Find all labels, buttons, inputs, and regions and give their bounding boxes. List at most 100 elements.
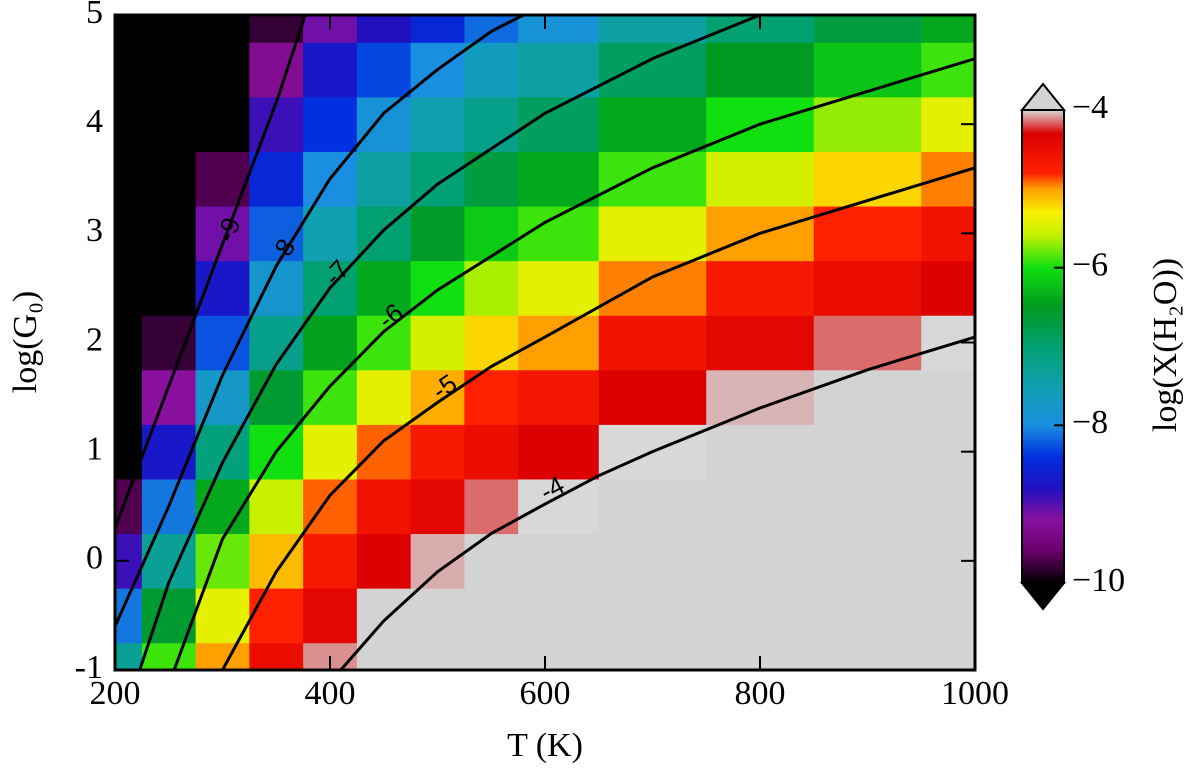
heatmap-cell [813,260,922,316]
heatmap-cell [141,206,197,262]
heatmap-cell [518,642,600,670]
heatmap-cell [706,42,815,98]
heatmap-cell [518,15,600,43]
heatmap-cell [598,315,707,371]
colorbar-tick-label: −10 [1072,562,1125,599]
heatmap-cell [303,42,358,98]
y-tick-label: 3 [86,212,103,249]
heatmap-cell [303,315,358,371]
colorbar-extend-under [1019,582,1067,611]
heatmap-cell [518,424,600,480]
heatmap-cell [356,315,412,371]
heatmap-cell [464,260,519,316]
heatmap-cell [410,424,465,480]
heatmap-cell [115,260,143,316]
heatmap-cell [464,642,519,670]
heatmap-cell [598,533,707,589]
heatmap-cell [356,588,412,644]
heatmap-cell [598,42,707,98]
heatmap-cell [518,260,600,316]
heatmap-cell [303,369,358,425]
heatmap-cell [464,424,519,480]
contour-line [138,15,761,670]
heatmap-cell [598,206,707,262]
heatmap-cell [598,642,707,670]
contours [115,15,975,670]
heatmap-cell [598,260,707,316]
heatmap-cell [356,533,412,589]
heatmap-cell [115,369,143,425]
x-tick-label: 800 [735,675,786,712]
colorbar-frame [1021,109,1065,584]
heatmap-cell [464,15,519,43]
heatmap-cell [141,369,197,425]
contour-line [339,335,975,670]
heatmap-cell [921,642,975,670]
heatmap-cell [141,642,197,670]
heatmap-cell [813,96,922,152]
heatmap-cell [303,96,358,152]
heatmap-cell [195,260,250,316]
y-tick-label: 5 [86,0,103,31]
heatmap-cell [356,642,412,670]
heatmap-cell [356,260,412,316]
heatmap-cell [141,42,197,98]
heatmap-cell [249,260,304,316]
heatmap-cell [706,315,815,371]
heatmap-cell [921,151,975,207]
heatmap-cell [249,96,304,152]
heatmap-cell [921,42,975,98]
heatmap-cell [195,96,250,152]
heatmap-cell [813,478,922,535]
heatmap-cell [303,424,358,480]
heatmap-cell [518,42,600,98]
heatmap-cell [464,96,519,152]
heatmap-cell [464,533,519,589]
heatmap-cell [464,315,519,371]
heatmap-cell [356,96,412,152]
heatmap-cell [813,206,922,262]
heatmap-cell [598,96,707,152]
heatmap-cell [410,15,465,43]
colorbar-tick-label: −4 [1072,89,1108,126]
heatmap-cell [598,369,707,425]
contour-line [115,15,307,529]
contour-line [221,166,975,670]
heatmap-cell [115,642,143,670]
heatmap-cell [249,588,304,644]
heatmap-cell [518,588,600,644]
heatmap-cell [195,15,250,43]
heatmap-cell [356,42,412,98]
heatmap-cell [921,260,975,316]
heatmap-cell [410,533,465,589]
heatmap-cell [249,533,304,589]
heatmap-cell [518,315,600,371]
heatmap-cell [356,151,412,207]
x-axis-label: T (K) [507,727,583,764]
heatmap-cell [141,315,197,371]
heatmap-cell [518,533,600,589]
heatmap-cell [813,533,922,589]
x-tick-label: 1000 [941,675,1009,712]
y-tick-label: 2 [86,321,103,358]
heatmap-cell [195,42,250,98]
heatmap-cell [464,42,519,98]
heatmap-cell [195,424,250,480]
heatmap-cell [115,15,143,43]
heatmap-cell [141,96,197,152]
heatmap-cell [410,315,465,371]
heatmap [115,15,975,670]
heatmap-cell [410,151,465,207]
heatmap-cell [706,151,815,207]
heatmap-cell [598,588,707,644]
heatmap-cell [813,42,922,98]
heatmap-cell [249,15,304,43]
heatmap-cell [813,315,922,371]
heatmap-cell [706,533,815,589]
heatmap-cell [195,206,250,262]
heatmap-cell [410,478,465,535]
x-tick-label: 200 [90,675,141,712]
heatmap-cell [813,642,922,670]
heatmap-cell [813,15,922,43]
